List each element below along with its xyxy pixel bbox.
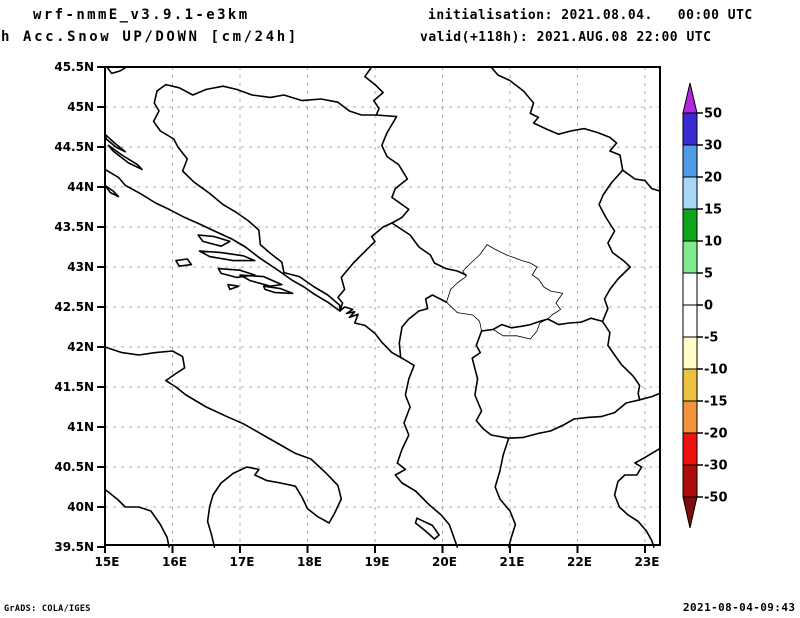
lat-tick-label: 44N	[67, 180, 94, 194]
colorbar-level-label: -50	[704, 491, 728, 506]
model-title: wrf-nmmE_v3.9.1-e3km	[33, 7, 250, 23]
lat-tick-label: 40N	[67, 500, 94, 514]
macedonia-bulgaria	[601, 320, 641, 401]
romania-bulgaria-danube	[621, 169, 661, 192]
colorbar-level-label: 10	[704, 235, 722, 250]
grads-credit: GrADS: COLA/IGES	[4, 604, 91, 614]
colorbar-level-label: 15	[704, 203, 722, 218]
dalmatia-albania-coast	[104, 168, 459, 548]
italy-adriatic-coast	[104, 346, 343, 548]
lat-tick-label: 45.5N	[54, 60, 94, 74]
croatia-bosnia-south	[283, 271, 341, 312]
colorbar-segment	[682, 240, 698, 274]
lon-tick-label: 22E	[567, 555, 592, 569]
croatia-bosnia-west	[152, 90, 285, 274]
albania-greece	[494, 437, 517, 548]
greece-aegean-coast	[613, 447, 661, 548]
lat-tick-label: 40.5N	[54, 460, 94, 474]
colorbar-segment	[682, 432, 698, 466]
lon-tick-label: 19E	[365, 555, 390, 569]
colorbar-segment	[682, 208, 698, 242]
lat-tick-label: 42.5N	[54, 300, 94, 314]
creation-timestamp: 2021-08-04-09:43	[683, 601, 796, 614]
macedonia-greece	[507, 399, 641, 439]
montenegro-albania	[398, 294, 448, 358]
colorbar-arrow-up	[682, 82, 698, 114]
lat-tick-label: 42N	[67, 340, 94, 354]
serbia-macedonia	[480, 317, 604, 332]
colorbar-segment	[682, 176, 698, 210]
lastovo-island	[227, 283, 240, 291]
hvar-island	[198, 250, 256, 262]
colorbar-segment	[682, 368, 698, 402]
colorbar-segment	[682, 304, 698, 338]
lon-tick-label: 16E	[162, 555, 187, 569]
croatia-serbia	[364, 66, 384, 116]
init-time-label: initialisation: 2021.08.04. 00:00 UTC	[428, 8, 753, 23]
croatia-bosnia-sava	[156, 83, 378, 116]
lat-tick-label: 39.5N	[54, 540, 94, 554]
lat-tick-label: 44.5N	[54, 140, 94, 154]
colorbar-level-label: -5	[704, 331, 718, 346]
kvarner-island-1	[104, 133, 127, 153]
valid-time-label: valid(+118h): 2021.AUG.08 22:00 UTC	[420, 30, 712, 45]
colorbar-level-label: -20	[704, 427, 728, 442]
colorbar-segment	[682, 144, 698, 178]
serbia-bulgaria	[598, 169, 631, 323]
bulgaria-greece	[638, 392, 661, 401]
colorbar-level-label: 20	[704, 171, 722, 186]
colorbar-level-label: -30	[704, 459, 728, 474]
lat-tick-label: 41N	[67, 420, 94, 434]
lat-tick-label: 45N	[67, 100, 94, 114]
product-title: h Acc.Snow UP/DOWN [cm/24h]	[1, 29, 299, 45]
colorbar-level-label: 0	[704, 299, 713, 314]
serbia-romania-danube	[490, 66, 624, 171]
colorbar-level-label: 50	[704, 107, 722, 122]
lat-tick-label: 41.5N	[54, 380, 94, 394]
lon-tick-label: 21E	[500, 555, 525, 569]
colorbar-level-label: 30	[704, 139, 722, 154]
mljet-island	[262, 285, 294, 295]
lat-tick-label: 43N	[67, 260, 94, 274]
montenegro-north	[337, 222, 467, 312]
bosnia-serbia-drina	[375, 114, 410, 224]
corfu-island	[414, 517, 440, 540]
vis-island	[175, 258, 193, 267]
colorbar-arrow-down	[682, 496, 698, 529]
lon-tick-label: 23E	[635, 555, 660, 569]
lat-tick-label: 43.5N	[54, 220, 94, 234]
lon-tick-label: 15E	[95, 555, 120, 569]
colorbar-level-label: 5	[704, 267, 713, 282]
colorbar-segment	[682, 400, 698, 434]
korcula-island	[217, 267, 256, 279]
lon-tick-label: 18E	[297, 555, 322, 569]
dugi-otok	[104, 184, 120, 198]
colorbar-segment	[682, 272, 698, 306]
kosovo-boundary	[446, 244, 564, 340]
peljesac	[239, 274, 283, 287]
kvarner-island-2	[107, 144, 143, 171]
colorbar-level-label: -10	[704, 363, 728, 378]
lon-tick-label: 20E	[432, 555, 457, 569]
albania-macedonia	[471, 330, 510, 439]
colorbar-segment	[682, 112, 698, 146]
lon-tick-label: 17E	[230, 555, 255, 569]
italy-tyrrhenian-coast	[104, 488, 170, 548]
map-frame	[104, 66, 661, 546]
colorbar-segment	[682, 336, 698, 370]
colorbar-segment	[682, 464, 698, 498]
colorbar-level-label: -15	[704, 395, 728, 410]
brac-island	[197, 234, 231, 247]
istria-coast	[106, 66, 128, 75]
